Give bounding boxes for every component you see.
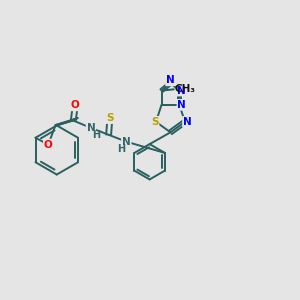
Text: N: N xyxy=(178,100,186,110)
Text: N: N xyxy=(183,117,192,127)
Text: O: O xyxy=(71,100,80,110)
Text: N: N xyxy=(87,123,95,133)
Text: H: H xyxy=(92,130,101,140)
Text: H: H xyxy=(117,143,125,154)
Text: N: N xyxy=(166,75,175,85)
Text: N: N xyxy=(178,85,186,96)
Text: CH₃: CH₃ xyxy=(174,84,195,94)
Text: O: O xyxy=(44,140,52,150)
Text: S: S xyxy=(151,117,158,127)
Text: S: S xyxy=(106,113,114,123)
Text: N: N xyxy=(122,137,131,147)
